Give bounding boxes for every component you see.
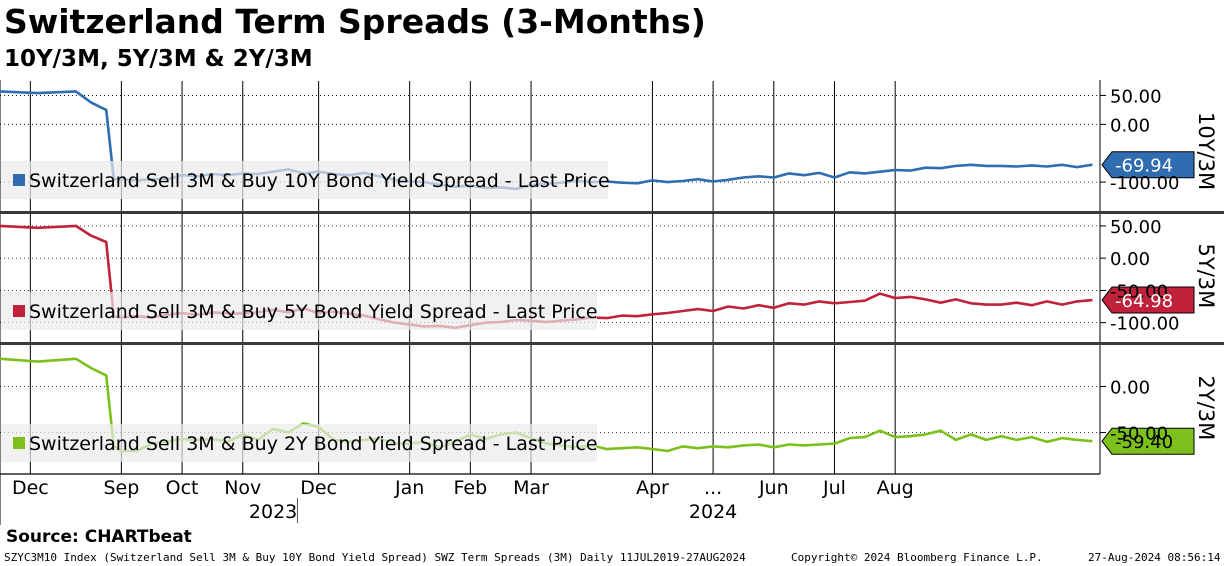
chart-canvas: 50.00 0.00 -100.00 Switzerland Sell 3M & Bu… bbox=[0, 80, 1224, 525]
last-price-value: -69.94 bbox=[1115, 156, 1173, 177]
legend-swatch bbox=[13, 174, 25, 186]
x-tick-label: ... bbox=[704, 477, 722, 499]
x-tick-label: Apr bbox=[636, 477, 669, 499]
last-price-tag bbox=[1101, 151, 1195, 179]
legend-label: Switzerland Sell 3M & Buy 10Y Bond Yield… bbox=[29, 170, 610, 192]
x-tick-label: Sep bbox=[103, 477, 139, 499]
x-tick-label: Nov bbox=[224, 477, 261, 499]
panel-label: 2Y/3M bbox=[1194, 376, 1218, 441]
x-tick-label: Jul bbox=[822, 477, 846, 499]
legend-label: Switzerland Sell 3M & Buy 5Y Bond Yield … bbox=[29, 301, 598, 323]
y-tick-label: -100.00 bbox=[1110, 314, 1179, 335]
legend-box bbox=[1, 292, 597, 330]
y-tick-label: -50.00 bbox=[1110, 424, 1168, 445]
x-tick-label: Aug bbox=[877, 477, 914, 499]
footer-copyright: Copyright© 2024 Bloomberg Finance L.P. bbox=[791, 551, 1043, 564]
chart-panel-10y-3m bbox=[0, 81, 1224, 214]
footer-timestamp: 27-Aug-2024 08:56:14 bbox=[1088, 551, 1221, 564]
y-tick-label: -100.00 bbox=[1110, 173, 1179, 194]
footer-index-description: SZYC3M10 Index (Switzerland Sell 3M & Bu… bbox=[4, 551, 746, 564]
x-tick-label: Jan bbox=[394, 477, 424, 499]
legend-swatch bbox=[13, 437, 25, 449]
chart-title: Switzerland Term Spreads (3-Months) bbox=[4, 2, 706, 41]
legend-label: Switzerland Sell 3M & Buy 2Y Bond Yield … bbox=[29, 433, 598, 455]
legend-box bbox=[1, 424, 597, 462]
panel-label: 10Y/3M bbox=[1194, 112, 1218, 190]
y-tick-label: -50.00 bbox=[1110, 281, 1168, 302]
chart-panel-5y-3m bbox=[0, 213, 1224, 345]
chart-subtitle: 10Y/3M, 5Y/3M & 2Y/3M bbox=[4, 46, 313, 72]
y-tick-label: 0.00 bbox=[1110, 249, 1150, 270]
y-tick-label: 50.00 bbox=[1110, 217, 1162, 238]
legend-swatch bbox=[13, 305, 25, 317]
x-tick-label: Jun bbox=[758, 477, 789, 499]
y-tick-label: 50.00 bbox=[1110, 86, 1162, 107]
last-price-tag bbox=[1101, 286, 1195, 314]
legend-box bbox=[1, 161, 608, 199]
x-tick-label: Dec bbox=[300, 477, 337, 499]
last-price-tag bbox=[1101, 427, 1195, 455]
panel-label: 5Y/3M bbox=[1194, 244, 1218, 309]
panel-separator bbox=[0, 342, 1224, 345]
x-tick-label: Feb bbox=[454, 477, 488, 499]
x-year-label: 2023 bbox=[249, 501, 297, 523]
x-tick-label: Dec bbox=[12, 477, 49, 499]
chart-panel-2y-3m bbox=[0, 345, 1195, 474]
x-tick-label: Mar bbox=[513, 477, 549, 499]
x-year-label: 2024 bbox=[689, 501, 737, 523]
y-tick-label: 0.00 bbox=[1110, 377, 1150, 398]
x-tick-label: Oct bbox=[166, 477, 199, 499]
y-tick-label: 0.00 bbox=[1110, 115, 1150, 136]
panel-separator bbox=[0, 211, 1224, 214]
last-price-value: -64.98 bbox=[1115, 291, 1173, 312]
source-note: Source: CHARTbeat bbox=[6, 527, 192, 547]
last-price-value: -59.40 bbox=[1115, 432, 1173, 453]
